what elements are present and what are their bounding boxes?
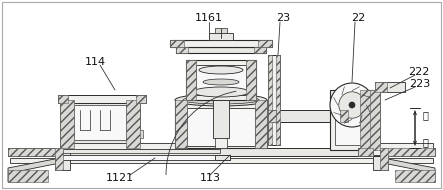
Ellipse shape [175,94,267,106]
Bar [215,28,227,33]
Bar [8,148,63,156]
Bar [373,143,433,155]
Bar [60,149,220,153]
Bar [58,95,146,103]
Text: 下: 下 [422,137,428,147]
Text: 113: 113 [199,173,221,183]
Text: 114: 114 [85,57,105,67]
Bar [130,125,138,143]
Bar [255,100,267,148]
Bar [60,143,220,149]
Bar [8,170,48,182]
Bar [60,155,230,160]
Bar [375,82,387,92]
Bar [186,60,256,100]
Bar [170,40,184,47]
Bar [373,148,388,170]
Bar [340,110,348,122]
Bar [136,95,146,103]
Bar [209,33,233,40]
Bar [268,55,280,145]
Ellipse shape [193,87,249,97]
Bar [138,130,143,138]
Bar [175,100,187,148]
Polygon shape [383,158,435,182]
Bar [380,148,435,156]
Bar [246,60,256,100]
Bar [268,110,348,122]
Text: 222: 222 [408,67,430,77]
Ellipse shape [183,96,259,104]
Bar [276,55,280,145]
Bar [58,95,68,103]
Bar [335,95,363,145]
Bar [254,47,266,53]
Bar [55,148,63,170]
Bar [187,108,255,146]
Bar [126,100,140,148]
Bar [215,155,230,160]
Ellipse shape [199,66,243,74]
Bar [358,148,398,156]
Bar [360,90,375,150]
Bar [8,148,435,156]
Bar [380,148,388,170]
Text: 223: 223 [409,79,430,89]
Bar [268,55,272,145]
Bar [196,65,246,95]
Ellipse shape [203,79,239,85]
Text: 1121: 1121 [106,173,134,183]
Bar [175,100,267,148]
Bar [358,148,373,156]
Bar [74,105,126,140]
Text: 22: 22 [351,13,365,23]
Polygon shape [8,158,60,182]
Bar [375,82,405,92]
Bar [176,47,188,53]
Text: 23: 23 [276,13,290,23]
Bar [395,170,435,182]
Bar [258,40,272,47]
Bar [370,90,380,150]
Bar [370,90,380,150]
Ellipse shape [330,83,374,127]
Ellipse shape [349,102,355,108]
Bar [170,40,272,47]
Bar [186,60,196,100]
Text: 上: 上 [422,110,428,120]
Bar [55,148,70,170]
Bar [60,100,140,148]
Bar [10,158,433,163]
Bar [330,90,375,150]
Bar [176,47,266,53]
Bar [215,138,227,148]
Ellipse shape [339,92,365,118]
Bar [213,100,229,138]
Text: 1161: 1161 [195,13,223,23]
Bar [60,100,74,148]
Bar [268,110,276,122]
